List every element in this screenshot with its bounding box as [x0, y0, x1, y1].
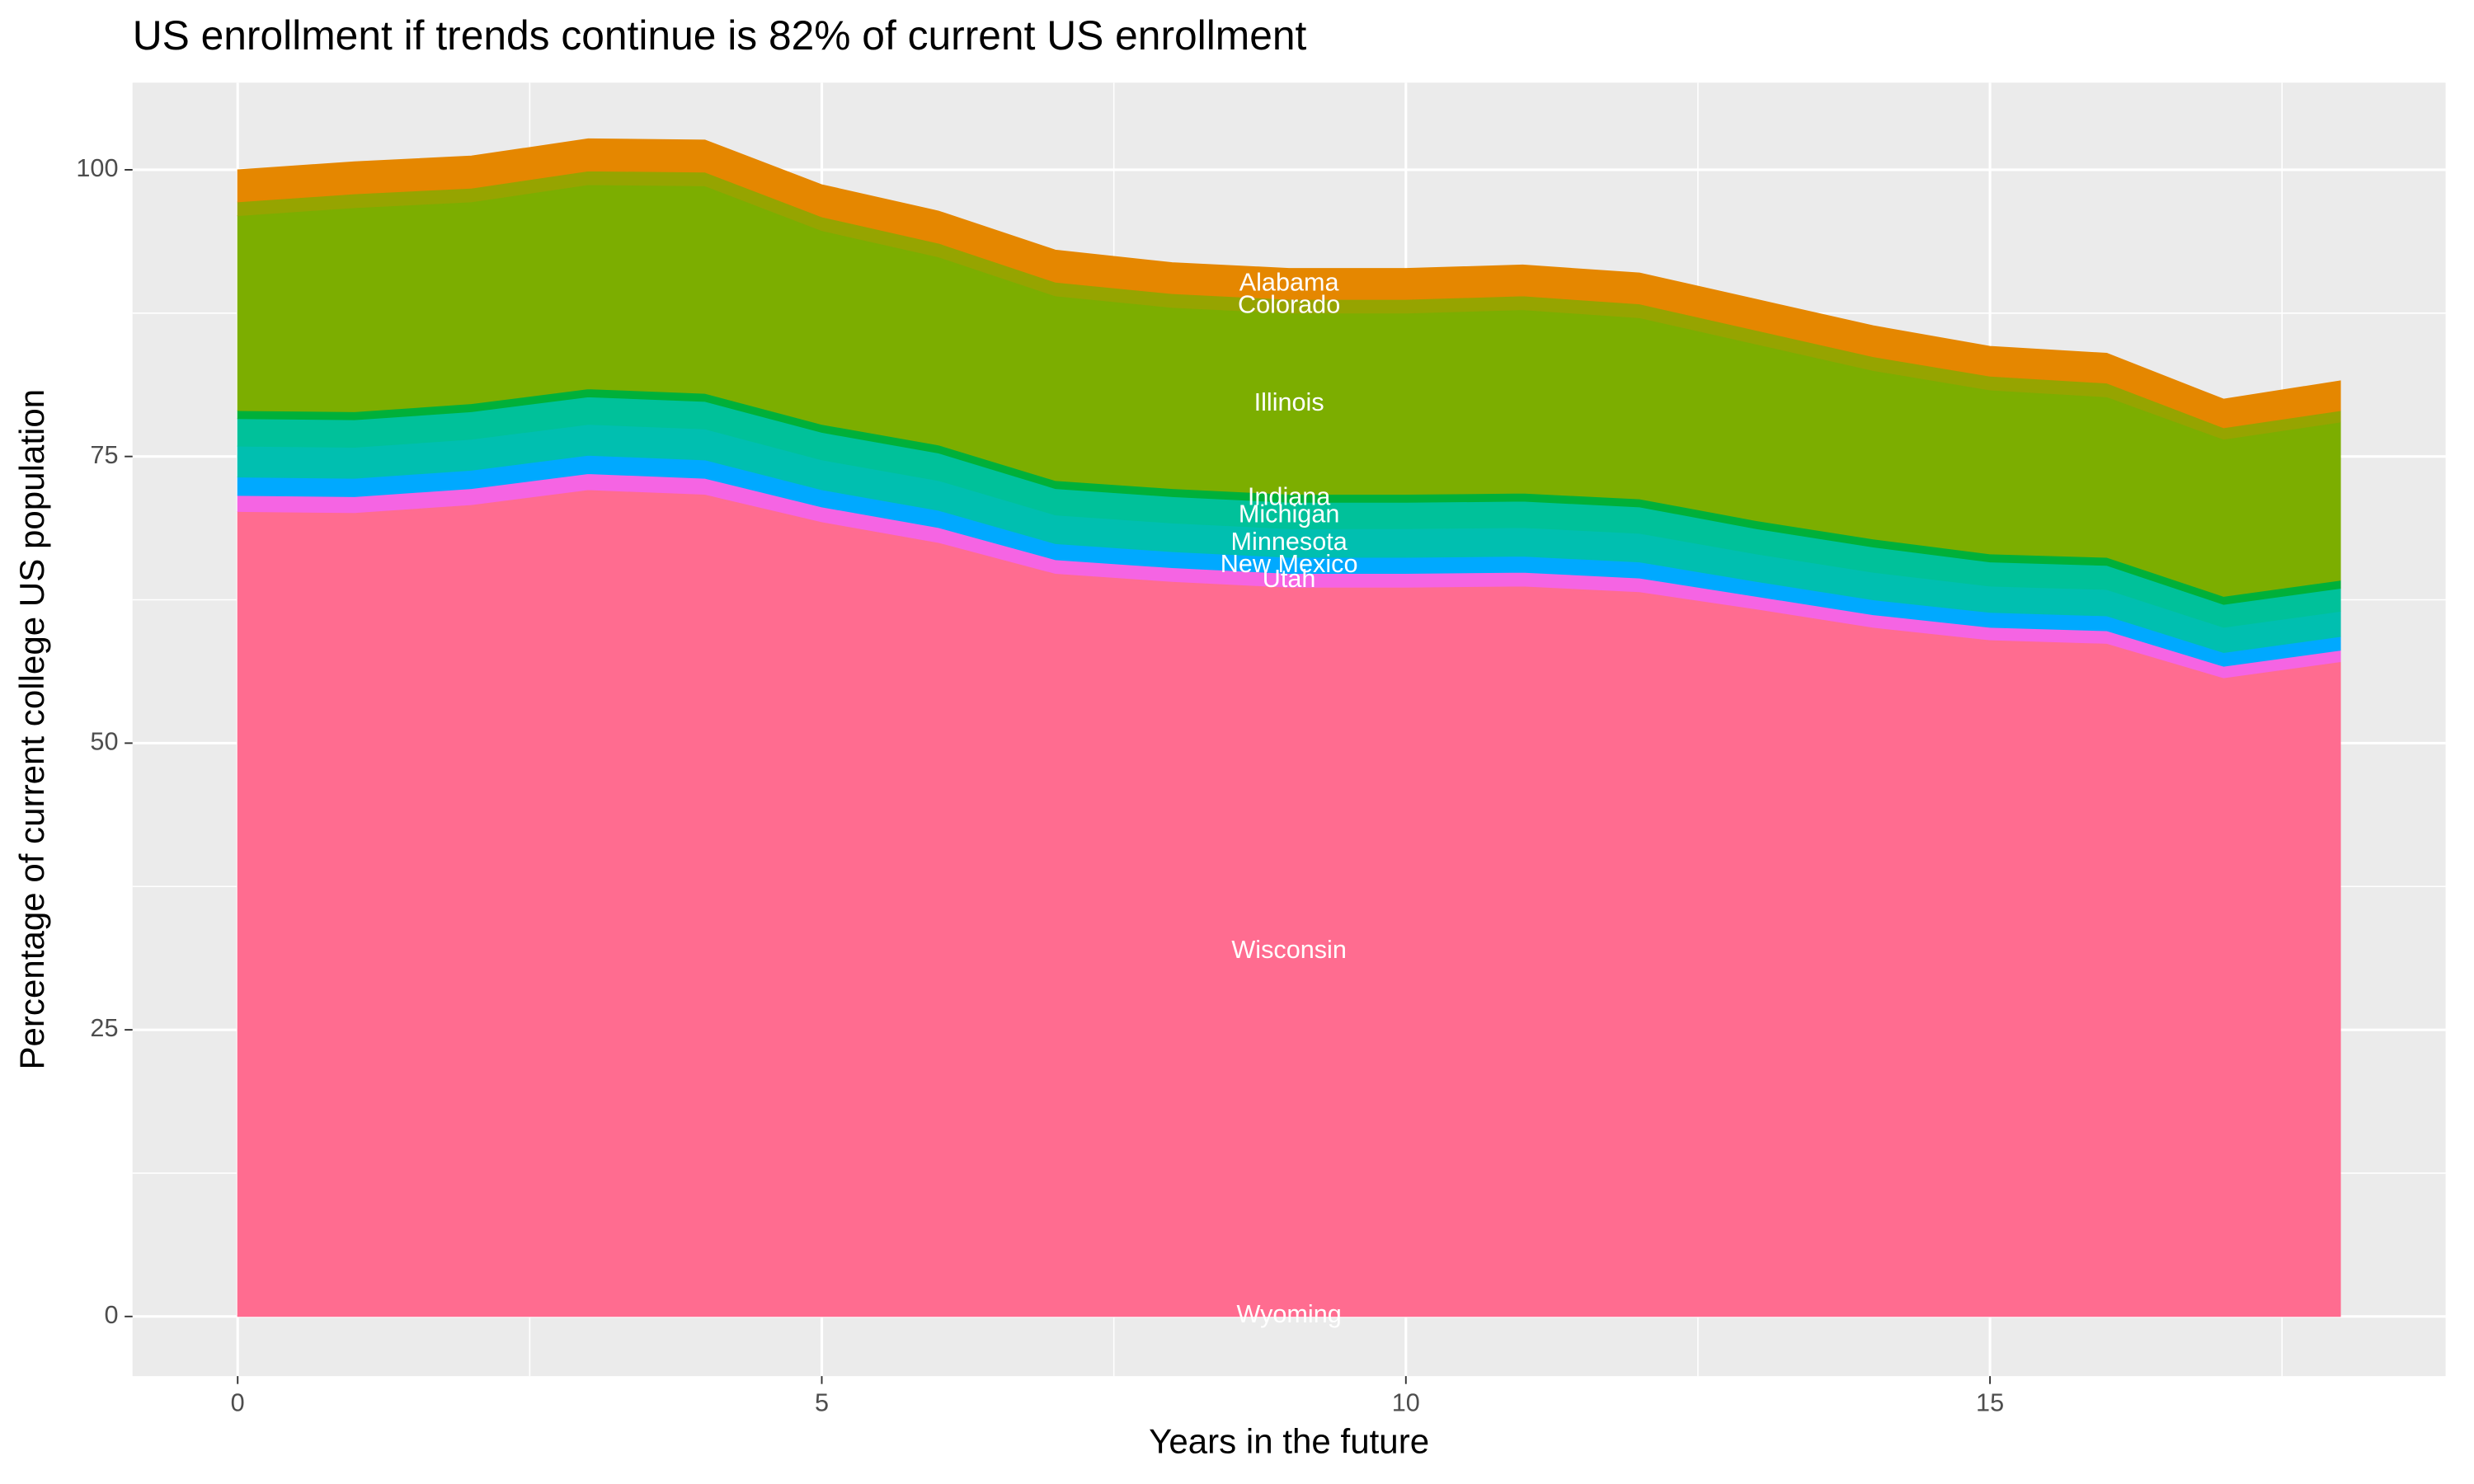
chart-title: US enrollment if trends continue is 82% … — [133, 12, 1307, 59]
areas — [237, 138, 2341, 1317]
x-tick-label: 15 — [1976, 1389, 2004, 1417]
series-label: New Mexico — [1221, 550, 1358, 578]
x-tick-label: 10 — [1392, 1389, 1420, 1417]
series-label: Minnesota — [1231, 528, 1348, 556]
x-axis-title: Years in the future — [1149, 1422, 1429, 1461]
y-tick-label: 50 — [90, 727, 118, 755]
y-tick-label: 75 — [90, 441, 118, 469]
series-label: Colorado — [1238, 291, 1340, 319]
series-label: Utah — [1263, 565, 1316, 593]
x-tick-label: 5 — [815, 1389, 829, 1417]
series-label: Wisconsin — [1231, 936, 1346, 964]
series-label: Wyoming — [1236, 1300, 1341, 1328]
series-label: Alabama — [1239, 268, 1340, 296]
axes: 0 5 10 15 0 25 50 75 100 — [76, 154, 2004, 1417]
y-tick-label: 0 — [104, 1301, 118, 1329]
series-label: Indiana — [1248, 483, 1331, 511]
series-label: Illinois — [1254, 388, 1324, 416]
x-tick-label: 0 — [231, 1389, 245, 1417]
y-axis-title: Percentage of current college US populat… — [12, 389, 51, 1070]
y-tick-label: 25 — [90, 1014, 118, 1042]
area — [237, 138, 2341, 429]
y-tick-label: 100 — [76, 154, 118, 182]
series-label: Michigan — [1239, 500, 1340, 528]
